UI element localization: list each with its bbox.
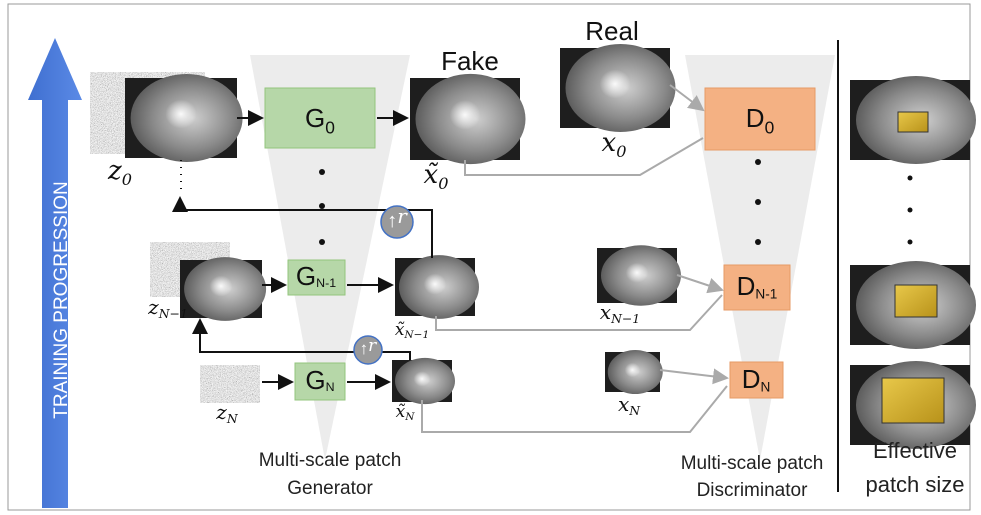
mammogram-image [850, 261, 976, 349]
generator-label-sub: 0 [325, 117, 335, 137]
mammogram-image [395, 255, 479, 319]
arrow-label: TRAINING PROGRESSION [51, 181, 72, 419]
real-input-label-sub: N−1 [610, 311, 640, 326]
noise-image [200, 365, 260, 403]
upsample-arrow: ↑ [387, 210, 397, 232]
fake-label: Fake [441, 46, 499, 76]
fake-output-label: x̃N [396, 402, 416, 424]
real-input-label-base: x [602, 128, 617, 158]
real-input-label: xN [618, 392, 641, 418]
noise-label: z0 [107, 156, 132, 188]
caption: Multi-scale patch [681, 453, 824, 474]
mammogram-image [125, 74, 243, 162]
caption: patch size [865, 472, 964, 497]
generator-label-base: G [305, 103, 325, 133]
real-input-label-base: x [600, 300, 611, 324]
upsample-factor: r [397, 204, 408, 228]
discriminator-label-sub: 0 [765, 117, 775, 137]
caption: Multi-scale patch [259, 450, 402, 471]
generator-label-base: G [305, 365, 325, 395]
noise-label-base: z [107, 156, 122, 186]
fake-output-label-base: x̃ [424, 160, 439, 190]
generator-label-base: G [296, 261, 316, 291]
discriminator-label-sub: N-1 [755, 286, 777, 301]
noise-label-sub: 0 [122, 169, 132, 188]
real-label: Real [585, 16, 638, 46]
fake-output-label-base: x̃ [396, 402, 406, 422]
real-input-label: x0 [602, 128, 627, 160]
mammogram-image [850, 76, 976, 164]
fake-output-label-base: x̃ [395, 320, 405, 340]
noise-label-sub: N−1 [158, 306, 188, 321]
generator-label-sub: N [326, 380, 335, 394]
caption: Generator [287, 478, 373, 499]
mammogram-image [180, 257, 266, 321]
discriminator-label-sub: N [760, 379, 770, 394]
upsample-label: ↑r [360, 335, 378, 358]
upsample-arrow: ↑ [360, 339, 369, 358]
generator-label-sub: N-1 [316, 276, 336, 290]
discriminator-label-base: D [742, 364, 761, 394]
noise-label-base: z [147, 295, 159, 319]
fake-output-label: x̃0 [424, 160, 449, 192]
mammogram-image [605, 350, 663, 394]
mammogram-image [392, 358, 455, 404]
discriminator-label-base: D [737, 271, 756, 301]
upsample-factor: r [368, 335, 377, 355]
real-input-label-base: x [618, 392, 629, 416]
fake-output-label-sub: N−1 [403, 329, 429, 341]
diagram: TRAINING PROGRESSION G0GN-1GND0DN-1DNz0z… [0, 0, 981, 515]
mammogram-image [850, 361, 976, 449]
fake-output-label-sub: N [404, 411, 415, 423]
noise-label-base: z [215, 400, 227, 424]
mammogram-image [597, 245, 681, 306]
real-input-label-sub: 0 [616, 141, 626, 160]
noise-label: zN [215, 400, 239, 426]
fake-output-label: x̃N−1 [395, 320, 429, 342]
caption: Discriminator [697, 480, 809, 501]
mammogram-image [560, 44, 676, 132]
real-input-label-sub: N [628, 403, 641, 418]
mammogram-image [410, 74, 526, 164]
caption: Effective [873, 438, 957, 463]
fake-output-label-sub: 0 [438, 173, 448, 192]
discriminator-label-base: D [746, 103, 765, 133]
noise-label-sub: N [226, 411, 239, 426]
